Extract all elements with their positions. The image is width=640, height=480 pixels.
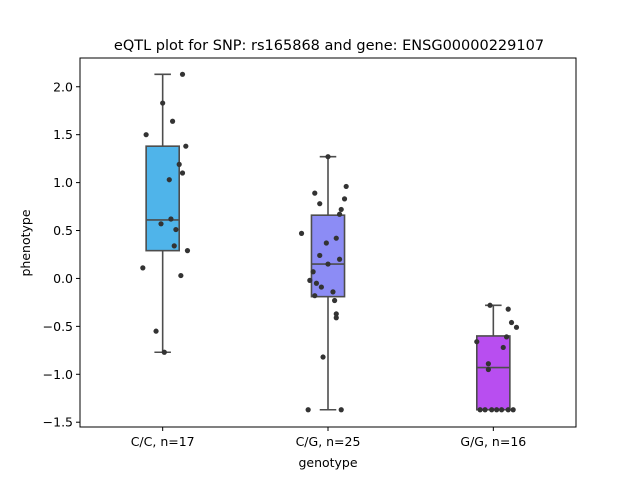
data-point	[336, 211, 343, 217]
x-tick-label: C/C, n=17	[131, 434, 195, 449]
data-point	[298, 230, 305, 236]
y-tick-label: −0.5	[43, 319, 73, 334]
data-point	[173, 226, 179, 233]
data-point	[341, 196, 348, 202]
y-tick-label: 2.0	[53, 79, 73, 94]
data-point	[168, 216, 174, 222]
data-point	[318, 284, 324, 290]
data-point	[140, 265, 146, 271]
y-tick-label: −1.5	[43, 415, 73, 430]
data-point	[158, 221, 164, 227]
data-point	[510, 407, 516, 413]
data-point	[499, 407, 505, 413]
data-point	[317, 252, 323, 259]
box-group-3	[474, 302, 520, 413]
data-point	[166, 177, 172, 183]
data-point	[477, 407, 483, 413]
data-point	[153, 328, 159, 334]
data-point	[320, 354, 326, 360]
y-tick-label: 1.0	[53, 175, 73, 190]
y-tick-label: 0.5	[53, 223, 73, 238]
y-tick-label: 1.5	[53, 127, 73, 142]
data-point	[494, 407, 500, 413]
data-point	[330, 289, 336, 295]
data-point	[178, 272, 184, 279]
data-point	[485, 361, 491, 367]
axes: −1.5 −1.0 −0.5 0.0 0.5 1.0 1.5 2.0 C/C, n=17 C/G,…	[43, 79, 527, 449]
data-point	[482, 407, 488, 413]
x-axis-label: genotype	[298, 455, 357, 470]
data-point	[505, 306, 511, 312]
data-point	[323, 240, 329, 246]
data-point	[489, 407, 495, 413]
data-point	[333, 311, 339, 317]
x-tick-label: G/G, n=16	[460, 434, 526, 449]
data-point	[508, 319, 515, 326]
data-point	[325, 261, 331, 267]
data-point	[310, 269, 316, 275]
data-point	[332, 297, 338, 304]
data-point	[184, 248, 191, 254]
x-tick-label: C/G, n=25	[296, 434, 361, 449]
data-point	[312, 190, 318, 196]
data-point	[503, 334, 510, 340]
data-point	[307, 277, 313, 283]
data-point	[505, 407, 511, 413]
data-point	[333, 235, 339, 241]
chart-title: eQTL plot for SNP: rs165868 and gene: EN…	[114, 38, 544, 54]
data-point	[143, 132, 149, 138]
data-point	[338, 206, 344, 213]
data-point	[333, 315, 339, 321]
data-point	[305, 407, 311, 413]
data-point	[160, 100, 166, 106]
data-point	[513, 324, 520, 330]
data-point	[487, 302, 493, 308]
data-point	[338, 407, 344, 413]
data-point	[343, 183, 349, 190]
data-point	[183, 143, 189, 149]
data-point	[500, 344, 506, 351]
y-tick-label: −1.0	[43, 367, 73, 382]
data-point	[317, 201, 323, 207]
data-point	[169, 118, 176, 124]
data-point	[312, 293, 318, 299]
box-group-1	[140, 71, 191, 355]
data-point	[313, 280, 320, 286]
data-point	[179, 71, 186, 77]
data-point	[474, 339, 480, 345]
plot-area	[140, 71, 520, 413]
data-point	[179, 170, 186, 176]
data-point	[325, 154, 331, 160]
data-point	[485, 366, 491, 373]
data-point	[336, 256, 343, 262]
box-group-2	[298, 154, 349, 413]
data-point	[161, 349, 167, 355]
y-tick-label: 0.0	[53, 271, 73, 286]
data-point	[176, 161, 182, 167]
y-axis-label: phenotype	[18, 209, 33, 276]
data-point	[171, 243, 177, 249]
box-iqr	[145, 145, 180, 252]
